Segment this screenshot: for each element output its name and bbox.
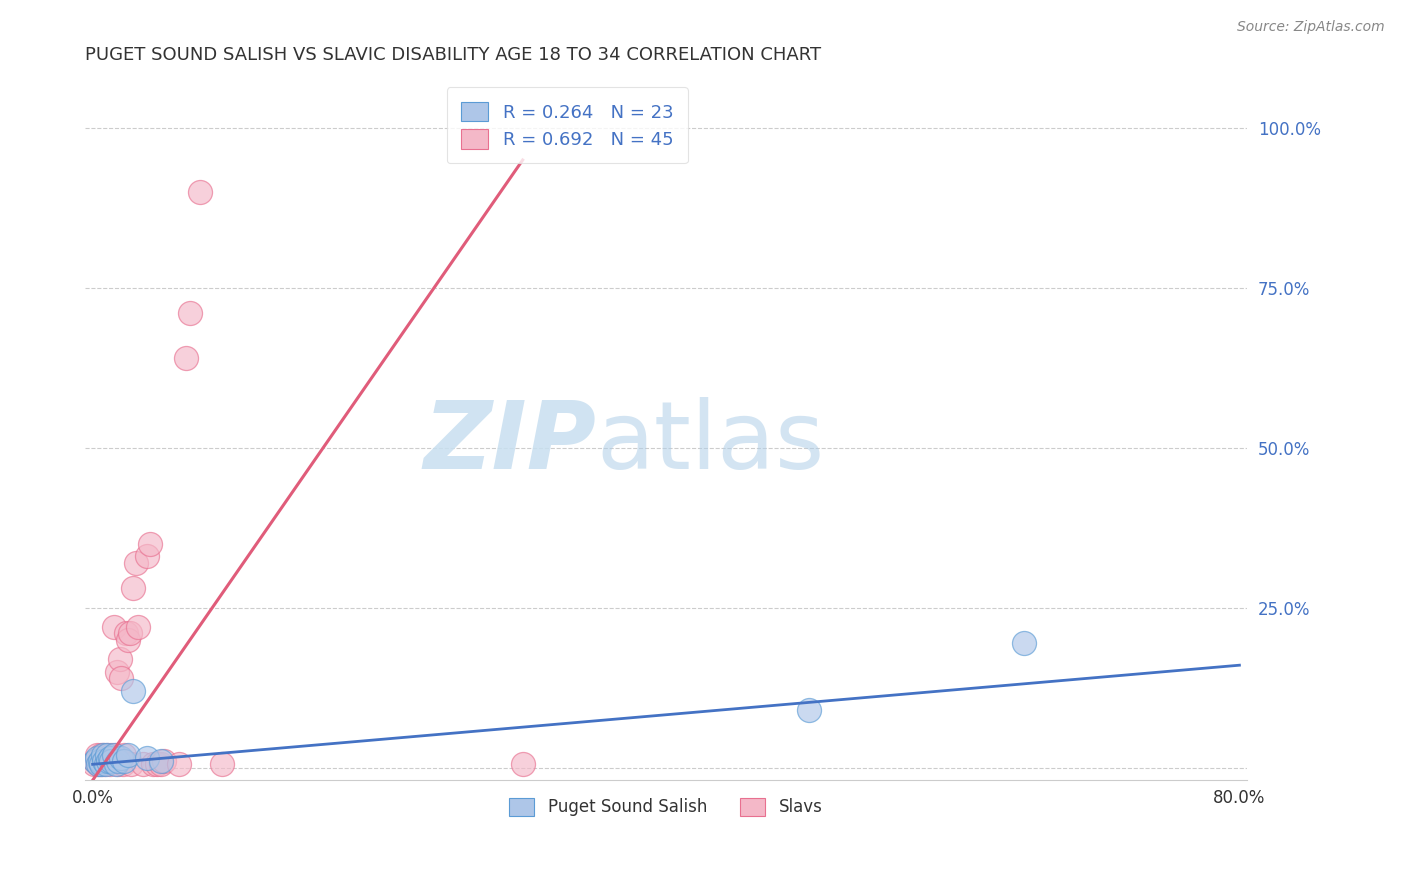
Point xyxy=(167,757,190,772)
Point xyxy=(179,306,201,320)
Point xyxy=(136,549,159,564)
Point xyxy=(153,754,176,768)
Point xyxy=(127,620,149,634)
Point xyxy=(117,747,139,762)
Point xyxy=(87,757,110,772)
Point xyxy=(93,747,115,762)
Point xyxy=(87,757,110,772)
Point xyxy=(139,537,162,551)
Point xyxy=(103,747,125,762)
Point xyxy=(799,703,821,717)
Text: Source: ZipAtlas.com: Source: ZipAtlas.com xyxy=(1237,20,1385,34)
Point xyxy=(94,754,117,768)
Point xyxy=(98,751,121,765)
Point xyxy=(121,582,143,596)
Point xyxy=(142,757,165,772)
Point xyxy=(111,757,134,772)
Point xyxy=(1014,636,1036,650)
Point xyxy=(117,632,139,647)
Point xyxy=(83,757,105,772)
Point xyxy=(110,754,132,768)
Point xyxy=(94,757,117,772)
Point xyxy=(104,757,127,772)
Point xyxy=(112,747,135,762)
Point xyxy=(98,757,121,772)
Point xyxy=(150,757,173,772)
Point xyxy=(86,751,108,765)
Point xyxy=(103,620,125,634)
Point xyxy=(97,754,120,768)
Point xyxy=(93,754,115,768)
Point xyxy=(512,757,534,772)
Point xyxy=(89,754,111,768)
Point xyxy=(174,351,197,366)
Point xyxy=(104,747,127,762)
Text: ZIP: ZIP xyxy=(423,397,596,489)
Text: atlas: atlas xyxy=(596,397,824,489)
Point xyxy=(84,754,107,768)
Point xyxy=(114,626,136,640)
Legend: Puget Sound Salish, Slavs: Puget Sound Salish, Slavs xyxy=(501,789,831,825)
Point xyxy=(132,757,155,772)
Point xyxy=(110,671,132,685)
Point xyxy=(136,751,159,765)
Point xyxy=(91,754,114,768)
Point xyxy=(93,757,115,772)
Point xyxy=(107,754,129,768)
Point xyxy=(188,185,211,199)
Point xyxy=(107,757,129,772)
Point xyxy=(112,754,135,768)
Point xyxy=(121,683,143,698)
Point xyxy=(146,757,169,772)
Point xyxy=(96,747,118,762)
Point xyxy=(89,754,111,768)
Point xyxy=(120,757,142,772)
Point xyxy=(84,754,107,768)
Point xyxy=(90,757,112,772)
Text: PUGET SOUND SALISH VS SLAVIC DISABILITY AGE 18 TO 34 CORRELATION CHART: PUGET SOUND SALISH VS SLAVIC DISABILITY … xyxy=(86,46,821,64)
Point xyxy=(96,747,118,762)
Point xyxy=(211,757,233,772)
Point xyxy=(108,652,131,666)
Point xyxy=(101,754,124,768)
Point xyxy=(118,626,141,640)
Point xyxy=(91,747,114,762)
Point xyxy=(100,747,122,762)
Point xyxy=(150,754,173,768)
Point xyxy=(105,665,128,679)
Point xyxy=(110,751,132,765)
Point xyxy=(86,747,108,762)
Point xyxy=(90,747,112,762)
Point xyxy=(97,754,120,768)
Point xyxy=(100,754,122,768)
Point xyxy=(90,757,112,772)
Point xyxy=(124,556,146,570)
